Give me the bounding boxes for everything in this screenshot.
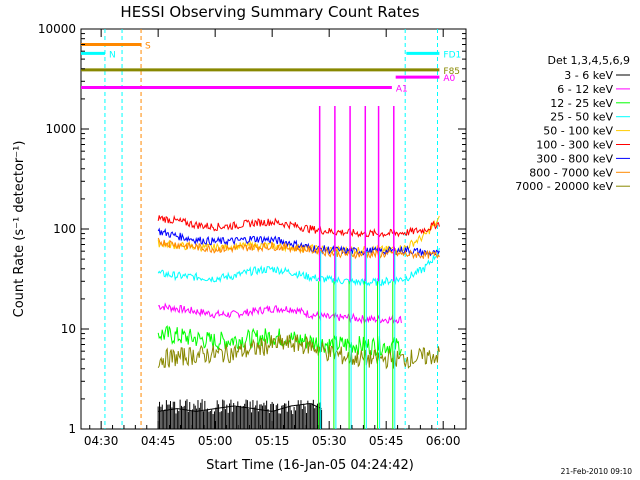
series-line-6 bbox=[157, 227, 440, 258]
y-axis-label: Count Rate (s⁻¹ detector⁻¹) bbox=[12, 141, 27, 318]
series-line-8 bbox=[157, 334, 440, 370]
x-tick-label-2: 05:00 bbox=[198, 434, 233, 448]
spike-layer bbox=[318, 105, 396, 429]
legend-label-4: 50 - 100 keV bbox=[543, 125, 613, 138]
x-tick-label-6: 06:00 bbox=[426, 434, 461, 448]
legend-label-3: 25 - 50 keV bbox=[550, 111, 613, 124]
flag-label-F85: F85 bbox=[443, 67, 460, 77]
legend-title: Det 1,3,4,5,6,9 bbox=[547, 54, 630, 67]
y-tick-label-4: 10000 bbox=[38, 22, 76, 36]
flag-label-A0: A0 bbox=[443, 74, 455, 84]
y-tick-label-1: 10 bbox=[61, 322, 76, 336]
x-tick-label-3: 05:15 bbox=[255, 434, 290, 448]
legend-label-2: 12 - 25 keV bbox=[550, 97, 613, 110]
flag-label-S: S bbox=[145, 41, 151, 51]
x-axis-label: Start Time (16-Jan-05 04:24:42) bbox=[206, 458, 414, 473]
series-line-5 bbox=[157, 214, 440, 238]
y-axis: 1 10 100 1000 10000 bbox=[38, 22, 466, 436]
series-line-7 bbox=[157, 237, 440, 260]
y-tick-label-3: 1000 bbox=[45, 122, 76, 136]
flag-label-N: N bbox=[109, 50, 116, 60]
y-tick-label-2: 100 bbox=[53, 222, 76, 236]
legend-label-0: 3 - 6 keV bbox=[564, 69, 613, 82]
legend-label-1: 6 - 12 keV bbox=[557, 83, 613, 96]
flag-label-A1: A1 bbox=[396, 85, 408, 95]
x-tick-label-0: 04:30 bbox=[84, 434, 119, 448]
series-line-3 bbox=[157, 247, 440, 287]
legend-label-7: 800 - 7000 keV bbox=[529, 166, 613, 179]
series-line-4 bbox=[157, 215, 440, 255]
y-tick-label-0: 1 bbox=[68, 422, 76, 436]
x-tick-label-4: 05:30 bbox=[312, 434, 347, 448]
legend-label-8: 7000 - 20000 keV bbox=[515, 180, 613, 193]
legend-label-6: 300 - 800 keV bbox=[536, 152, 613, 165]
series-layer bbox=[157, 214, 440, 429]
x-tick-label-5: 05:45 bbox=[369, 434, 404, 448]
series-line-1 bbox=[158, 302, 402, 325]
timestamp: 21-Feb-2010 09:10 bbox=[561, 467, 633, 476]
legend-label-5: 100 - 300 keV bbox=[536, 139, 613, 152]
x-tick-label-1: 04:45 bbox=[141, 434, 176, 448]
vertical-markers bbox=[104, 29, 438, 429]
x-axis: 04:30 04:45 05:00 05:15 05:30 05:45 06:00 bbox=[84, 29, 467, 448]
chart-title: HESSI Observing Summary Count Rates bbox=[120, 3, 419, 21]
flag-label-FD1: FD1 bbox=[443, 50, 461, 60]
